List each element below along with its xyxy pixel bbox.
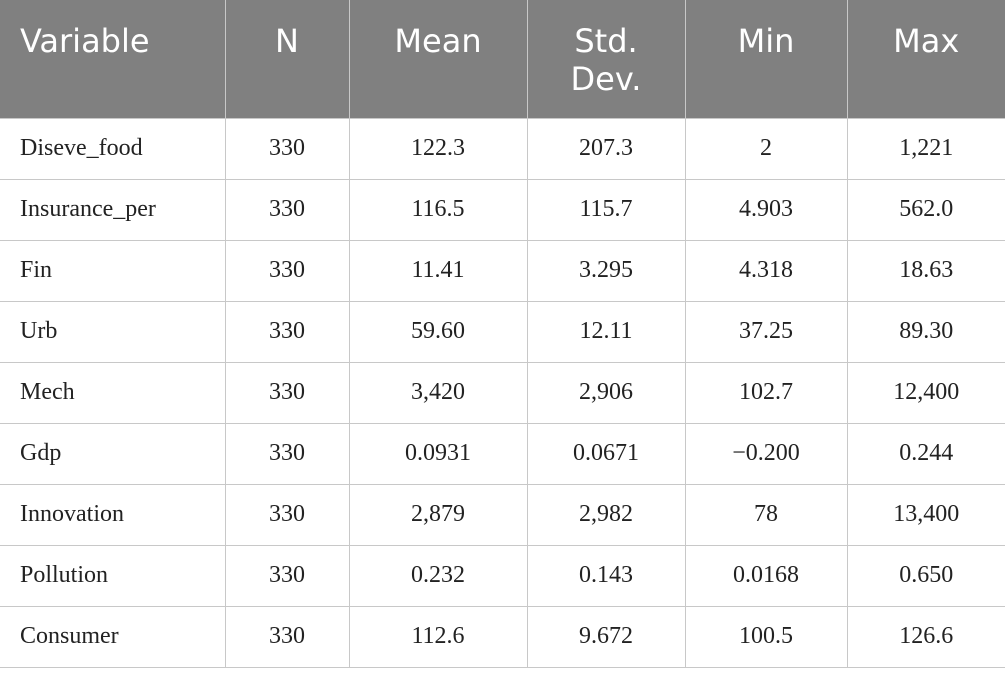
data-cell: 0.143 [526,544,686,607]
data-cell: Gdp [0,422,226,485]
data-cell: 126.6 [846,605,1005,668]
data-cell: 100.5 [684,605,848,668]
data-cell: Fin [0,239,226,302]
data-cell: 4.903 [684,178,848,241]
data-cell: 4.318 [684,239,848,302]
data-cell: 13,400 [846,483,1005,546]
data-cell: −0.200 [684,422,848,485]
data-cell: 0.0671 [526,422,686,485]
data-cell: Urb [0,300,226,363]
data-cell: 0.232 [348,544,528,607]
header-text: Variable [20,22,150,60]
data-cell: 112.6 [348,605,528,668]
data-cell: 0.650 [846,544,1005,607]
header-cell: Variable [0,0,225,118]
header-text: Max [893,22,960,60]
header-cell: Min [684,0,847,118]
data-cell: 12,400 [846,361,1005,424]
data-row: Insurance_per 330 116.5 115.7 4.903 562.0 [0,178,1005,241]
data-cell: 3,420 [348,361,528,424]
data-row: Mech 330 3,420 2,906 102.7 12,400 [0,361,1005,424]
data-cell: 115.7 [526,178,686,241]
data-row: Pollution 330 0.232 0.143 0.0168 0.650 [0,544,1005,607]
data-cell: 330 [224,117,350,180]
data-cell: 122.3 [348,117,528,180]
data-cell: Innovation [0,483,226,546]
data-row: Consumer 330 112.6 9.672 100.5 126.6 [0,605,1005,668]
data-cell: 330 [224,605,350,668]
data-cell: 330 [224,544,350,607]
data-row: Innovation 330 2,879 2,982 78 13,400 [0,483,1005,546]
header-text: Mean [394,22,482,60]
data-cell: 9.672 [526,605,686,668]
header-row: Variable N Mean Std. Dev. Min Max [0,0,1005,118]
data-cell: Consumer [0,605,226,668]
data-cell: 330 [224,239,350,302]
data-cell: 207.3 [526,117,686,180]
header-cell: Std. Dev. [526,0,685,118]
data-cell: 78 [684,483,848,546]
data-cell: 1,221 [846,117,1005,180]
data-cell: Diseve_food [0,117,226,180]
data-cell: 562.0 [846,178,1005,241]
data-row: Fin 330 11.41 3.295 4.318 18.63 [0,239,1005,302]
header-cell: N [224,0,349,118]
header-text: N [275,22,299,60]
data-cell: 0.244 [846,422,1005,485]
data-row: Urb 330 59.60 12.11 37.25 89.30 [0,300,1005,363]
table-body: Diseve_food 330 122.3 207.3 2 1,221 Insurance_… [0,117,1005,668]
data-cell: 59.60 [348,300,528,363]
data-row: Gdp 330 0.0931 0.0671 −0.200 0.244 [0,422,1005,485]
header-text: Std. Dev. [570,22,642,98]
data-cell: 11.41 [348,239,528,302]
data-cell: 2,906 [526,361,686,424]
data-cell: 330 [224,422,350,485]
header-cell: Mean [348,0,527,118]
data-cell: Mech [0,361,226,424]
data-cell: 330 [224,361,350,424]
data-cell: 89.30 [846,300,1005,363]
data-cell: Pollution [0,544,226,607]
data-cell: 12.11 [526,300,686,363]
data-cell: 2 [684,117,848,180]
data-cell: 18.63 [846,239,1005,302]
data-cell: 3.295 [526,239,686,302]
data-cell: 0.0931 [348,422,528,485]
data-cell: Insurance_per [0,178,226,241]
data-cell: 37.25 [684,300,848,363]
header-text: Min [737,22,795,60]
stats-table: Variable N Mean Std. Dev. Min Max Diseve_food… [0,0,1005,668]
data-cell: 330 [224,300,350,363]
data-cell: 330 [224,178,350,241]
data-cell: 0.0168 [684,544,848,607]
data-cell: 102.7 [684,361,848,424]
data-cell: 2,879 [348,483,528,546]
data-cell: 330 [224,483,350,546]
header-cell: Max [846,0,1005,118]
data-cell: 2,982 [526,483,686,546]
data-cell: 116.5 [348,178,528,241]
data-row: Diseve_food 330 122.3 207.3 2 1,221 [0,117,1005,180]
